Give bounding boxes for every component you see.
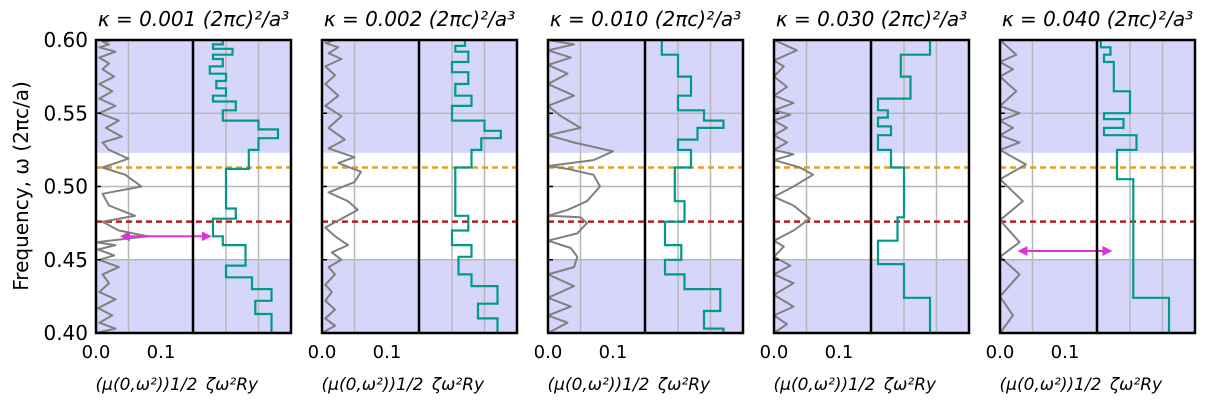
x-tick-label: 0.1 (599, 342, 628, 363)
panel-4: 0.0 0.1 κ = 0.030 (2πc)²/a³ (μ(0,ω²))1/2 ζω²… (760, 7, 971, 395)
series-line-teal (208, 40, 280, 333)
left-x-label: (μ(0,ω²))1/2 (774, 375, 876, 395)
right-x-label: ζω²Ry (657, 375, 711, 395)
x-tick-label: 0.0 (534, 342, 563, 363)
y-tick-label: 0.50 (43, 175, 88, 199)
series-line-teal (876, 40, 932, 333)
right-x-label: ζω²Ry (1109, 375, 1163, 395)
right-x-label: ζω²Ry (205, 375, 259, 395)
y-tick-label: 0.45 (43, 248, 88, 272)
panel-2: 0.0 0.1 κ = 0.002 (2πc)²/a³ (μ(0,ω²))1/2 ζω²… (308, 7, 519, 395)
x-tick-label: 0.0 (986, 342, 1015, 363)
panel-title: κ = 0.040 (2πc)²/a³ (1002, 7, 1193, 31)
series-line-teal (1099, 40, 1171, 333)
panel-3: 0.0 0.1 κ = 0.010 (2πc)²/a³ (μ(0,ω²))1/2 ζω²… (534, 7, 745, 395)
panel-title: κ = 0.002 (2πc)²/a³ (324, 7, 515, 31)
series-line-grey (321, 39, 362, 334)
panel-title: κ = 0.001 (2πc)²/a³ (98, 7, 289, 31)
x-tick-label: 0.0 (308, 342, 337, 363)
panel-1: 0.0 0.1 κ = 0.001 (2πc)²/a³ (μ(0,ω²))1/2 ζω²… (82, 7, 293, 395)
left-x-label: (μ(0,ω²))1/2 (548, 375, 650, 395)
left-x-label: (μ(0,ω²))1/2 (1000, 375, 1102, 395)
x-tick-label: 0.0 (82, 342, 111, 363)
series-line-teal (660, 40, 725, 333)
y-tick-label: 0.60 (43, 28, 88, 52)
y-axis-label: Frequency, ω (2πc/a) (9, 81, 33, 291)
series-line-teal (450, 40, 502, 333)
x-tick-label: 0.1 (373, 342, 402, 363)
series-line-grey (547, 39, 614, 334)
panel-title: κ = 0.030 (2πc)²/a³ (776, 7, 967, 31)
right-x-label: ζω²Ry (431, 375, 485, 395)
left-x-label: (μ(0,ω²))1/2 (96, 375, 198, 395)
series-line-grey (95, 39, 149, 334)
x-tick-label: 0.0 (760, 342, 789, 363)
y-tick-label: 0.55 (43, 101, 88, 125)
x-tick-label: 0.1 (147, 342, 176, 363)
x-tick-label: 0.1 (825, 342, 854, 363)
series-line-grey (773, 39, 814, 334)
left-x-label: (μ(0,ω²))1/2 (322, 375, 424, 395)
right-x-label: ζω²Ry (883, 375, 937, 395)
panel-5: 0.0 0.1 κ = 0.040 (2πc)²/a³ (μ(0,ω²))1/2 ζω²… (986, 7, 1197, 395)
y-tick-label: 0.40 (43, 321, 88, 345)
x-tick-label: 0.1 (1051, 342, 1080, 363)
panel-title: κ = 0.010 (2πc)²/a³ (550, 7, 741, 31)
